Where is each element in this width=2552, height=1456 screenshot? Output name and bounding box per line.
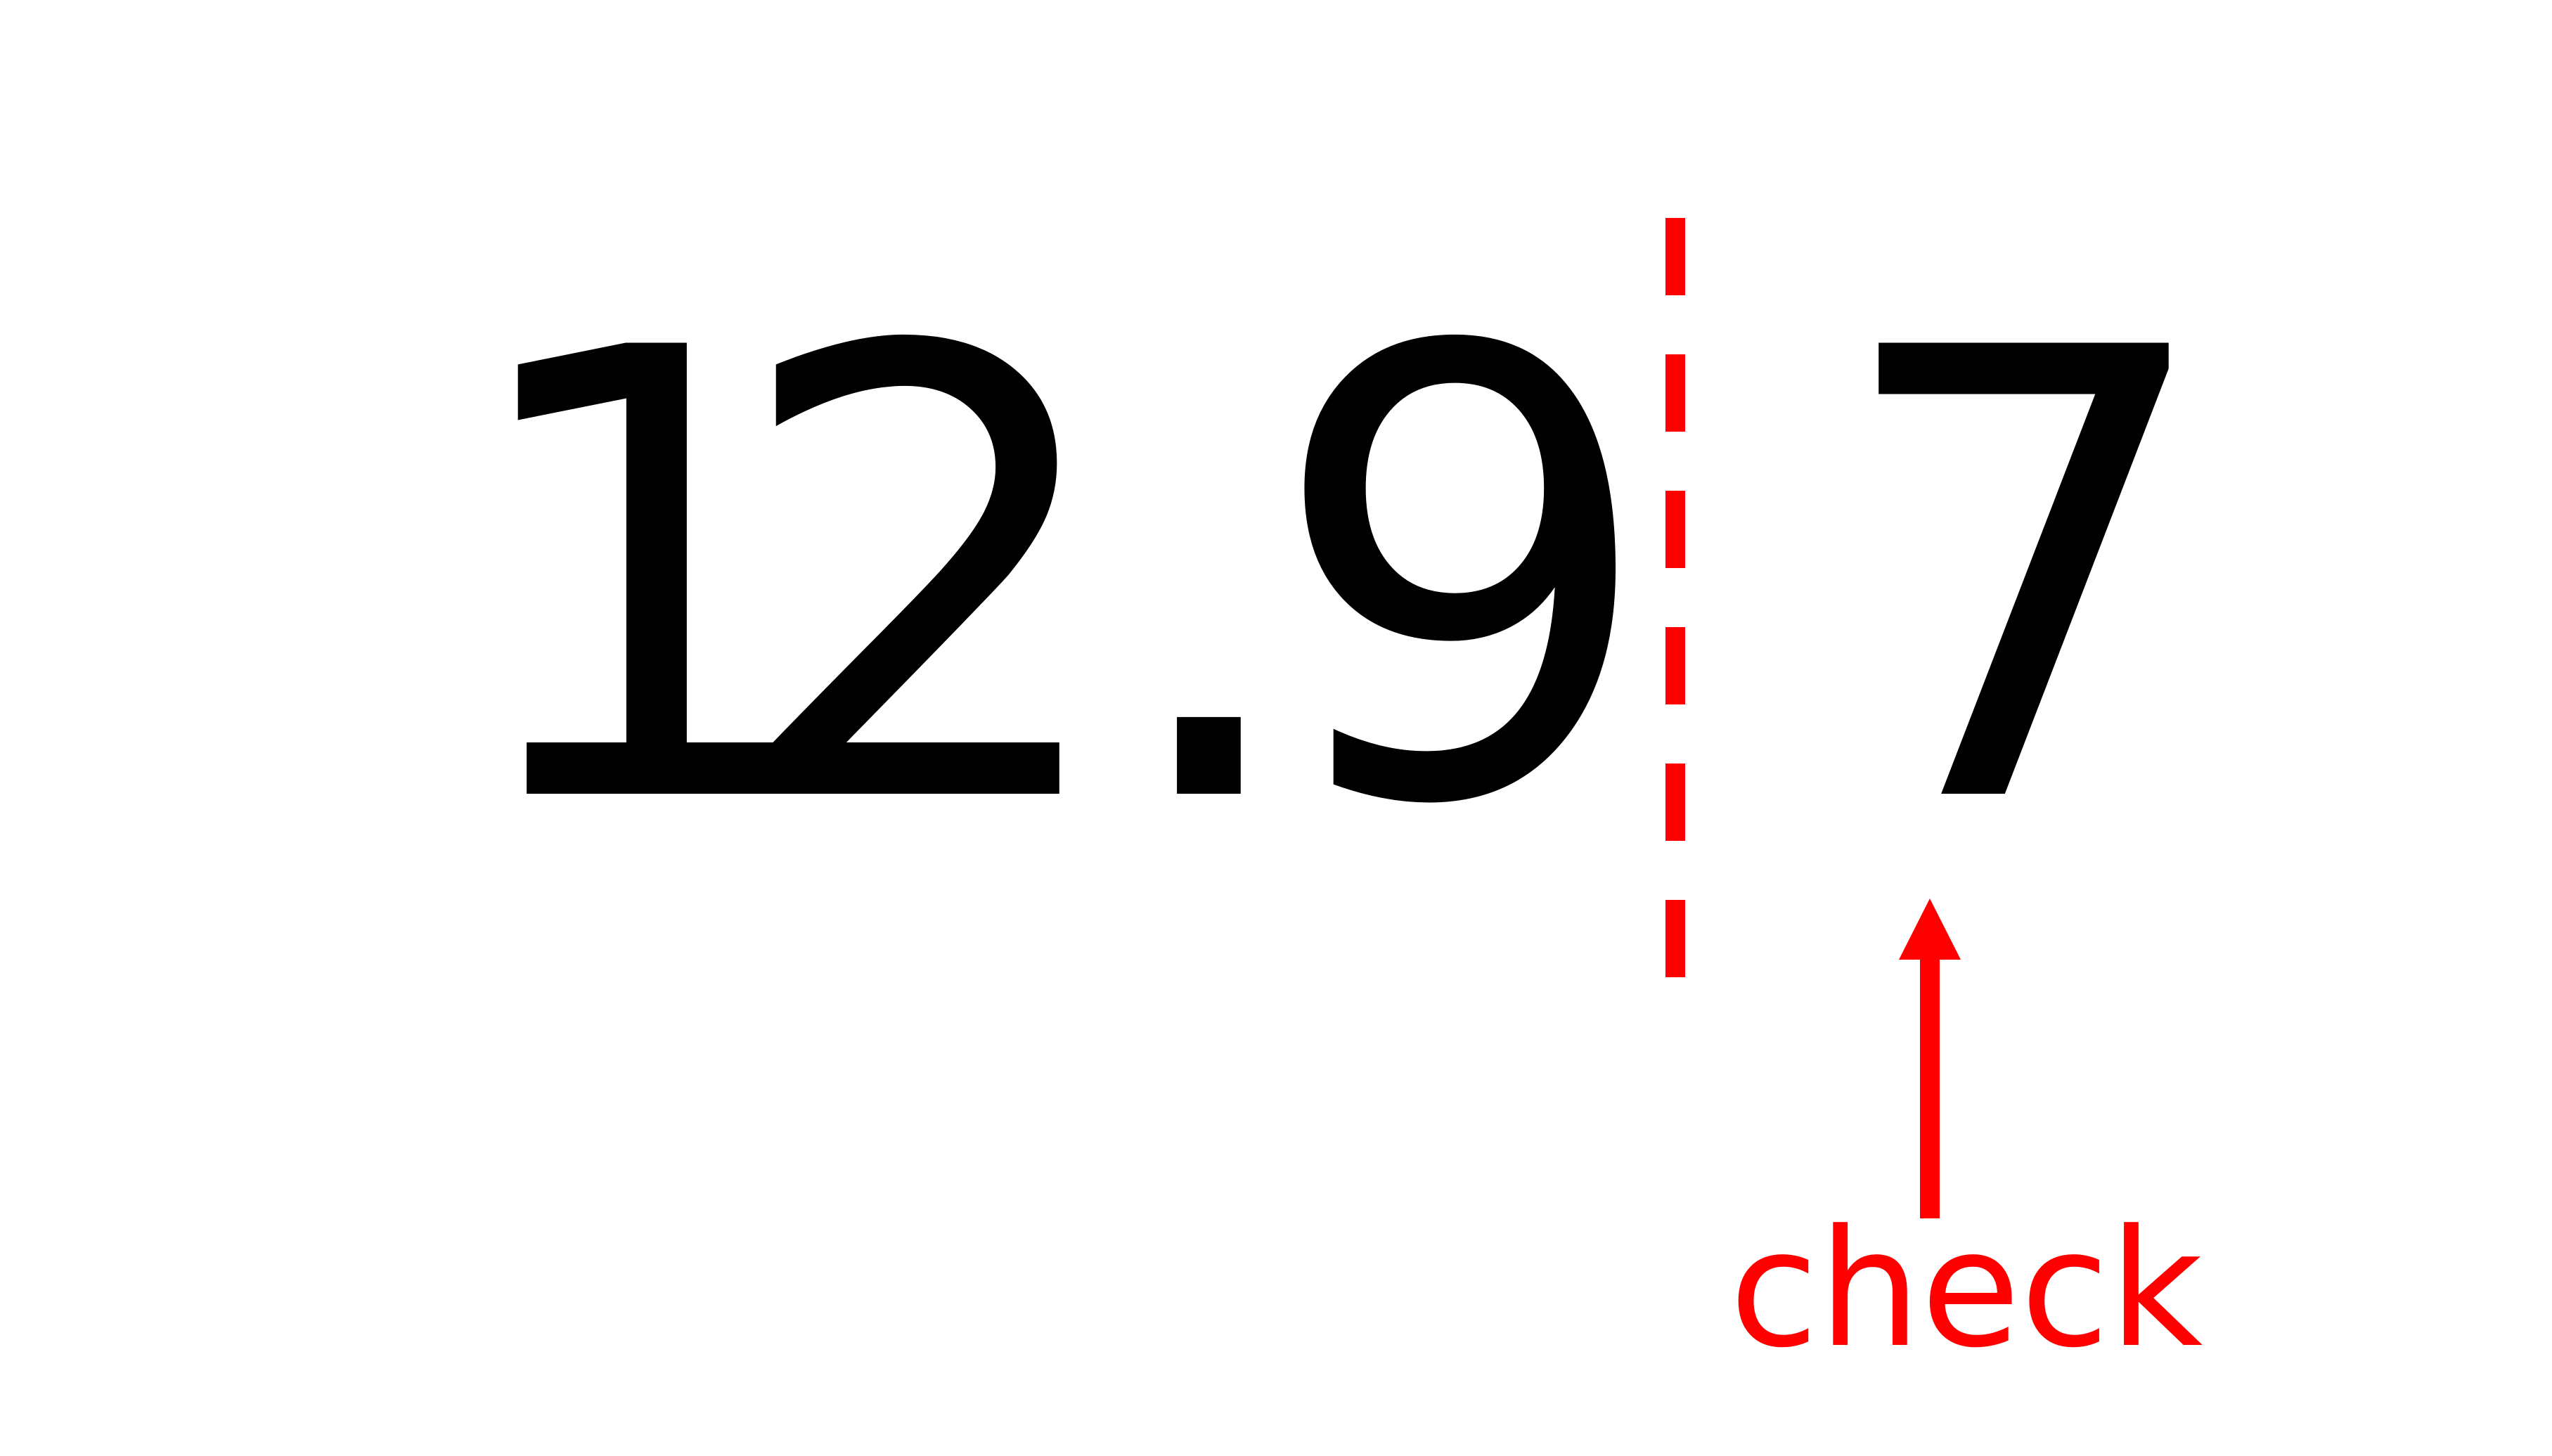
check-label: check [1729,1196,2203,1384]
arrow-head-icon [1899,898,1961,960]
digit-hundredths: 7 [1828,219,2222,940]
digit-tenths: 9 [1265,219,1659,940]
digit-ones: 2 [728,219,1121,940]
digit-tens: 1 [450,219,844,940]
decimal-point: . [1111,219,1308,940]
